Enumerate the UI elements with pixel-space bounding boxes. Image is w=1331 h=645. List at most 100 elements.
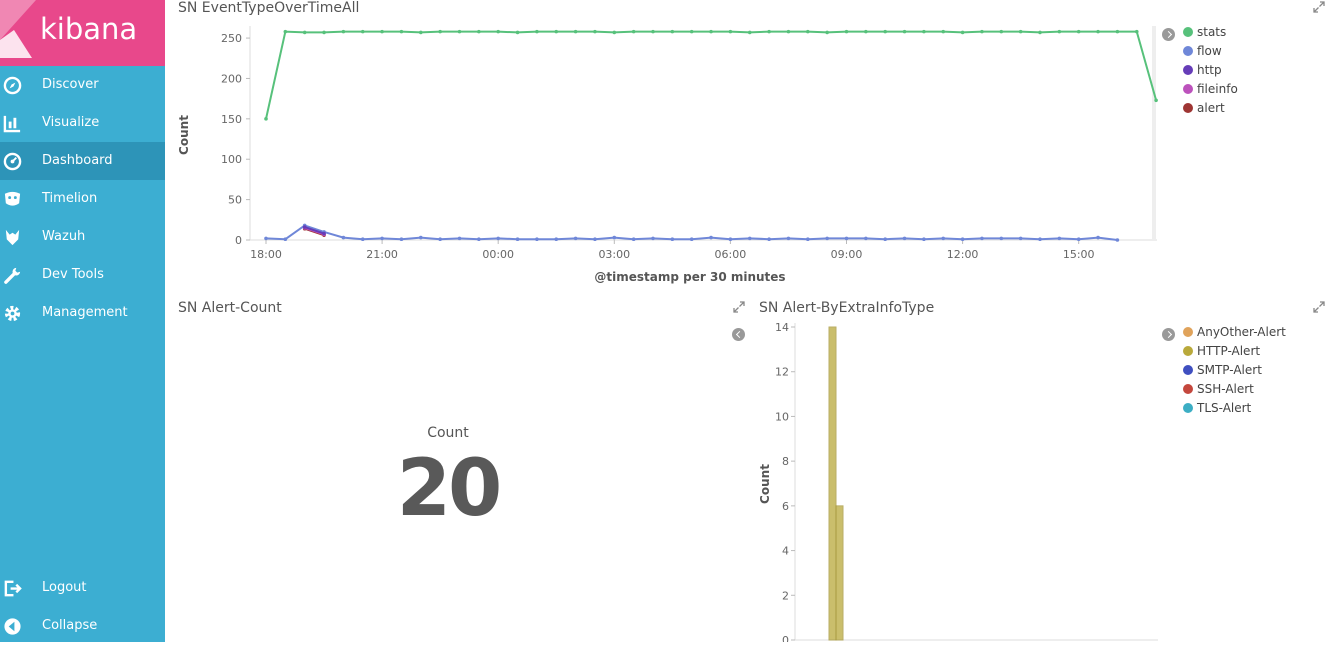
data-point-flow xyxy=(535,237,539,241)
data-point-flow xyxy=(883,237,887,241)
nav-visualize[interactable]: Visualize xyxy=(0,104,165,142)
data-point-stats xyxy=(380,29,384,34)
data-point-flow xyxy=(515,237,520,241)
legend-item-alert[interactable]: alert xyxy=(1183,101,1225,115)
nav-label: Dev Tools xyxy=(42,267,104,282)
data-point-http xyxy=(322,231,326,236)
y-axis-label: Count xyxy=(758,464,772,504)
data-point-stats xyxy=(670,29,675,34)
data-point-flow xyxy=(631,237,636,241)
nav-wazuh[interactable]: Wazuh xyxy=(0,218,165,256)
legend-item-ssh-alert[interactable]: SSH-Alert xyxy=(1183,382,1254,396)
expand-panel-icon[interactable] xyxy=(1313,1,1325,13)
legend-item-smtp-alert[interactable]: SMTP-Alert xyxy=(1183,363,1262,377)
data-point-flow xyxy=(612,235,617,240)
data-point-stats xyxy=(1154,98,1158,103)
data-point-stats xyxy=(1018,29,1023,34)
x-tick-label: 18:00 xyxy=(250,248,282,261)
legend-item-anyother-alert[interactable]: AnyOther-Alert xyxy=(1183,325,1286,339)
data-point-flow xyxy=(360,237,365,241)
nav-logout[interactable]: Logout xyxy=(0,569,165,607)
data-point-stats xyxy=(767,29,771,34)
legend-item-http-alert[interactable]: HTTP-Alert xyxy=(1183,344,1260,358)
legend-toggle[interactable] xyxy=(732,328,745,341)
metric-value: 20 xyxy=(396,444,503,534)
data-point-stats xyxy=(922,29,926,34)
data-point-flow xyxy=(806,237,810,241)
nav-label: Logout xyxy=(42,580,87,595)
legend-label: flow xyxy=(1197,44,1222,58)
nav-label: Collapse xyxy=(42,618,98,633)
legend-dot xyxy=(1183,65,1193,75)
data-point-stats xyxy=(806,29,810,34)
data-point-flow xyxy=(960,237,965,241)
nav-management[interactable]: Management xyxy=(0,294,165,332)
data-point-stats xyxy=(1038,30,1042,35)
data-point-stats xyxy=(651,29,655,34)
legend-item-http[interactable]: http xyxy=(1183,63,1222,77)
data-point-flow xyxy=(1096,235,1100,240)
data-point-flow xyxy=(1076,237,1081,241)
bar-HTTP-Alert xyxy=(835,505,844,641)
nav-dev-tools[interactable]: Dev Tools xyxy=(0,256,165,294)
nav-label: Dashboard xyxy=(42,153,113,168)
expand-panel-icon[interactable] xyxy=(733,301,745,313)
data-point-stats xyxy=(980,29,984,34)
data-point-stats xyxy=(554,29,559,34)
nav-discover[interactable]: Discover xyxy=(0,66,165,104)
x-tick-label: 12:00 xyxy=(947,248,979,261)
legend-toggle[interactable] xyxy=(1162,28,1175,41)
legend-dot xyxy=(1183,384,1193,394)
legend-toggle[interactable] xyxy=(1162,328,1175,341)
gear-icon xyxy=(4,305,21,322)
data-point-stats xyxy=(302,30,307,35)
data-point-stats xyxy=(360,29,365,34)
nav-collapse[interactable]: Collapse xyxy=(0,607,165,645)
legend-label: SMTP-Alert xyxy=(1197,363,1262,377)
kibana-logo[interactable]: kibana xyxy=(0,0,165,66)
data-point-flow xyxy=(457,236,462,241)
legend-item-stats[interactable]: stats xyxy=(1183,25,1226,39)
data-point-stats xyxy=(612,30,617,35)
kibana-logo-icon xyxy=(0,0,36,58)
data-point-stats xyxy=(709,29,713,34)
x-tick-label: 15:00 xyxy=(1063,248,1095,261)
data-point-stats xyxy=(399,29,404,34)
data-point-stats xyxy=(1115,29,1120,34)
y-tick-label: 50 xyxy=(228,194,242,207)
legend-item-flow[interactable]: flow xyxy=(1183,44,1222,58)
data-point-stats xyxy=(496,29,501,34)
data-point-flow xyxy=(477,237,481,241)
legend-label: alert xyxy=(1197,101,1225,115)
legend-dot xyxy=(1183,103,1193,113)
legend-label: TLS-Alert xyxy=(1197,401,1252,415)
data-point-flow xyxy=(922,237,926,241)
data-point-flow xyxy=(419,235,423,240)
data-point-flow xyxy=(573,236,578,241)
legend-item-tls-alert[interactable]: TLS-Alert xyxy=(1183,401,1251,415)
legend-item-fileinfo[interactable]: fileinfo xyxy=(1183,82,1238,96)
y-tick-label: 4 xyxy=(782,545,789,558)
x-axis-label: @timestamp per 30 minutes xyxy=(594,270,785,284)
data-point-flow xyxy=(670,237,675,241)
expand-panel-icon[interactable] xyxy=(1313,301,1325,313)
bar-HTTP-Alert xyxy=(828,326,837,641)
event-type-line-chart: 0 50 100 150 200 250 18:00 21:00 00:00 03:00 06:00… xyxy=(177,26,1158,284)
data-point-flow xyxy=(399,237,404,241)
nav-dashboard[interactable]: Dashboard xyxy=(0,142,165,180)
series-line-http xyxy=(304,226,325,235)
y-axis-label: Count xyxy=(177,115,191,155)
y-tick-label: 0 xyxy=(235,234,242,247)
data-point-stats xyxy=(593,29,597,34)
dashboard-gauge-icon xyxy=(3,152,22,171)
legend-dot xyxy=(1183,403,1193,413)
data-point-stats xyxy=(883,29,887,34)
x-tick-label: 21:00 xyxy=(366,248,398,261)
data-point-flow xyxy=(283,237,288,241)
data-point-stats xyxy=(999,29,1004,34)
bar-chart-icon xyxy=(3,115,21,133)
nav-timelion[interactable]: Timelion xyxy=(0,180,165,218)
data-point-flow xyxy=(728,237,733,241)
data-point-flow xyxy=(264,236,268,241)
legend-label: SSH-Alert xyxy=(1197,382,1254,396)
